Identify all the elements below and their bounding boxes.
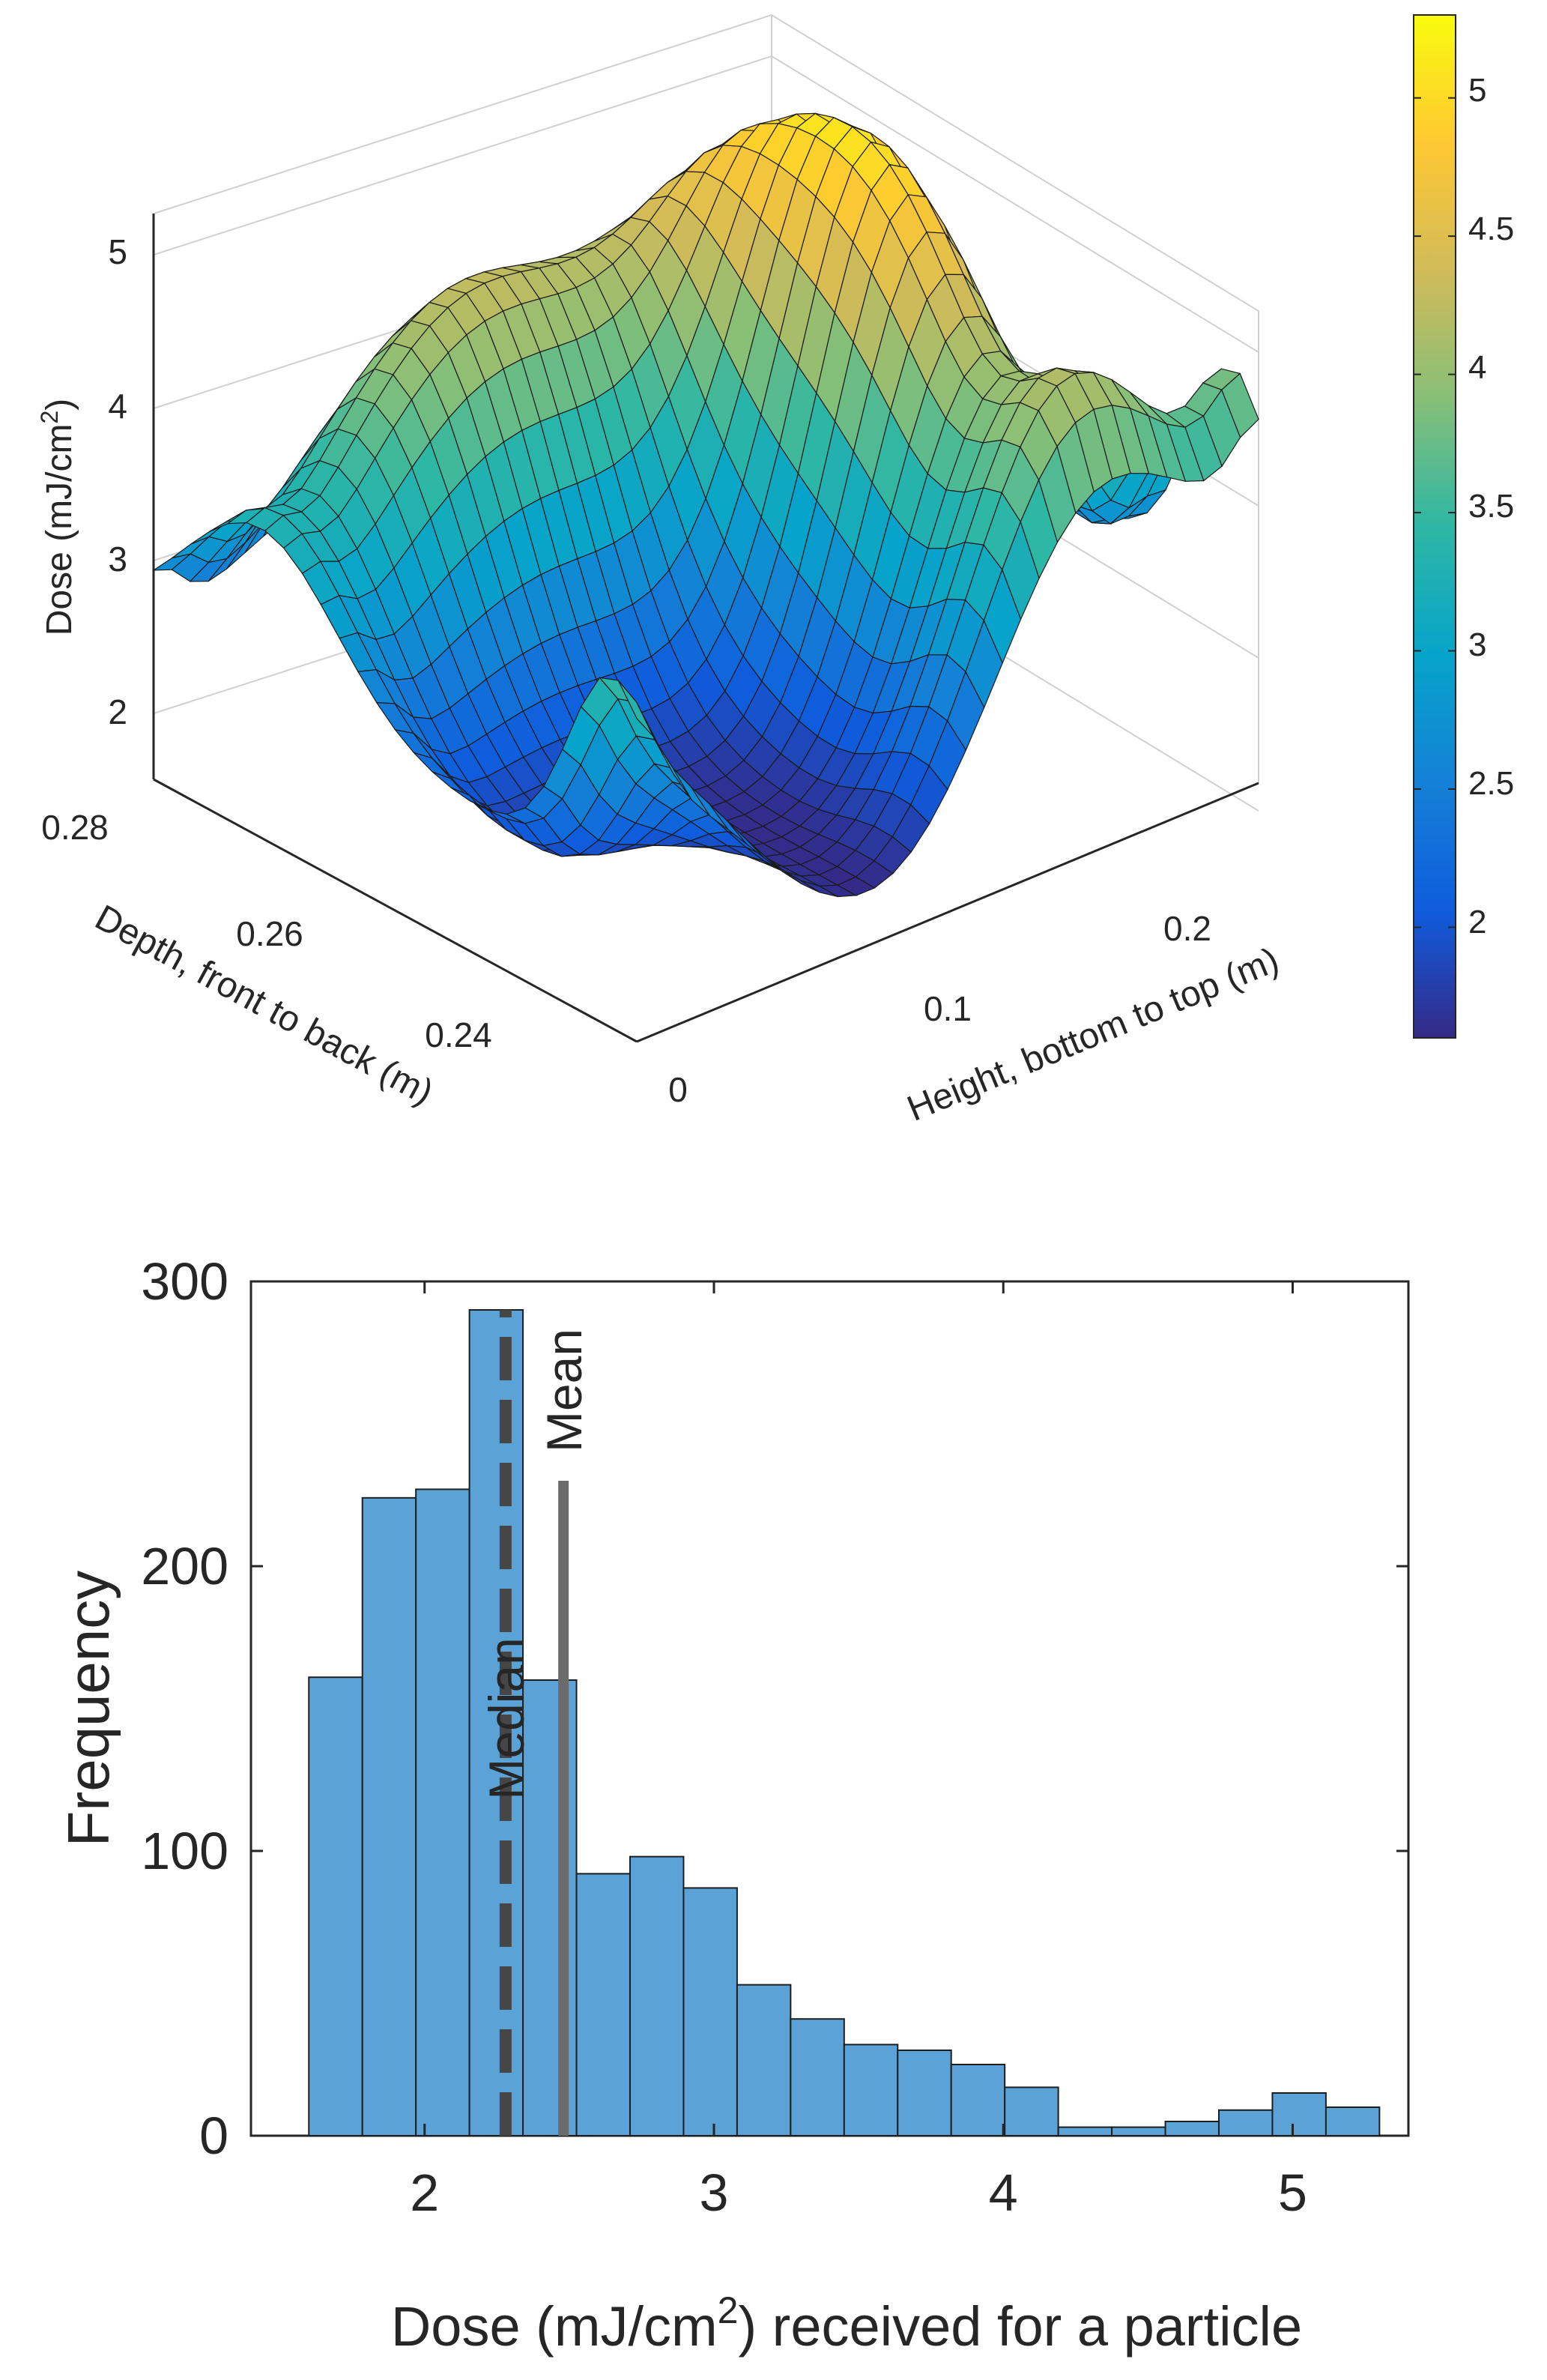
x-tick-label: 3: [700, 2163, 729, 2222]
height-tick-label: 0.1: [924, 989, 972, 1028]
grid-line: [153, 55, 772, 256]
histogram-bar: [308, 1676, 363, 2136]
surface-axes-lines: [152, 214, 1259, 1043]
y-tick-label: 300: [141, 1252, 228, 1311]
colorbar-tick-label: 3.5: [1468, 488, 1514, 525]
surface-patch: [1221, 372, 1259, 438]
histogram-bar: [629, 1855, 685, 2136]
histogram-bar: [1057, 2126, 1113, 2136]
colorbar-tick-label: 4.5: [1468, 211, 1514, 247]
z-tick-label: 3: [108, 540, 127, 579]
height-axis-ticks: 0 0.1 0.2: [668, 909, 1211, 1109]
depth-tick-label: 0.26: [236, 914, 303, 953]
y-axis-label: Frequency: [55, 1571, 121, 1847]
depth-tick-label: 0.24: [425, 1015, 492, 1054]
dose-histogram-chart: Median Mean 0 100 200 300 2 3 4 5 Frequency Dos…: [55, 1252, 1410, 2358]
z-tick-label: 5: [108, 232, 127, 271]
histogram-bars: [308, 1309, 1381, 2137]
histogram-bar: [790, 2018, 845, 2136]
colorbar: [1413, 14, 1456, 1039]
histogram-bar: [1004, 2086, 1059, 2137]
histogram-bar: [468, 1309, 524, 2136]
height-axis-label: Height, bottom to top (m): [902, 940, 1285, 1129]
histogram-bar: [415, 1488, 470, 2136]
x-tick-label: 5: [1278, 2163, 1307, 2222]
y-tick-label: 0: [199, 2106, 228, 2165]
colorbar-ticks: 5 4.5 4 3.5 3 2.5 2: [1414, 72, 1514, 940]
reference-lines: Median Mean: [479, 1310, 592, 2136]
back-wall-edge-right: [771, 14, 1259, 312]
z-axis-label: Dose (mJ/cm2): [36, 399, 79, 635]
z-tick-label: 2: [108, 692, 127, 731]
y-tick-label: 200: [141, 1537, 228, 1595]
histogram-bar: [1325, 2106, 1381, 2136]
histogram-bar: [736, 1984, 792, 2136]
mean-label: Mean: [536, 1329, 592, 1452]
histogram-bar: [1111, 2126, 1166, 2136]
histogram-bar: [950, 2064, 1006, 2136]
colorbar-tick-label: 2.5: [1468, 765, 1514, 802]
y-axis-ticks: 0 100 200 300: [141, 1252, 1408, 2165]
median-label: Median: [479, 1637, 534, 1799]
colorbar-tick-label: 3: [1468, 626, 1486, 663]
histogram-bar: [361, 1496, 417, 2136]
histogram-bar: [1271, 2092, 1327, 2136]
x-tick-label: 2: [410, 2163, 439, 2222]
colorbar-tick-label: 4: [1468, 349, 1486, 386]
colorbar-tick-label: 2: [1468, 904, 1486, 940]
back-wall-edge-top: [153, 14, 772, 214]
height-tick-label: 0: [668, 1070, 688, 1109]
histogram-bar: [897, 2050, 952, 2136]
dose-surface-chart: 5 4 3 2 Dose (mJ/cm2) 0.28 0.26 0.24 Dep…: [36, 14, 1514, 1129]
histogram-bar: [682, 1887, 738, 2137]
surface-mesh: [151, 112, 1259, 898]
height-tick-label: 0.2: [1163, 909, 1211, 948]
z-axis-ticks: 5 4 3 2: [108, 232, 127, 731]
grid-line: [771, 55, 1259, 353]
height-axis-line: [636, 782, 1259, 1043]
z-tick-label: 4: [108, 387, 127, 426]
histogram-bar: [575, 1873, 631, 2137]
depth-tick-label: 0.28: [41, 808, 109, 847]
colorbar-tick-label: 5: [1468, 72, 1486, 109]
depth-axis-line: [153, 778, 638, 1043]
x-axis-label: Dose (mJ/cm2) received for a particle: [391, 2289, 1302, 2358]
histogram-bar: [843, 2044, 899, 2137]
x-axis-ticks: 2 3 4 5: [410, 1281, 1307, 2222]
histogram-bar: [1218, 2109, 1274, 2137]
histogram-bar: [1164, 2121, 1220, 2136]
y-tick-label: 100: [141, 1822, 228, 1880]
depth-axis-ticks: 0.28 0.26 0.24: [41, 808, 492, 1054]
x-tick-label: 4: [989, 2163, 1018, 2222]
